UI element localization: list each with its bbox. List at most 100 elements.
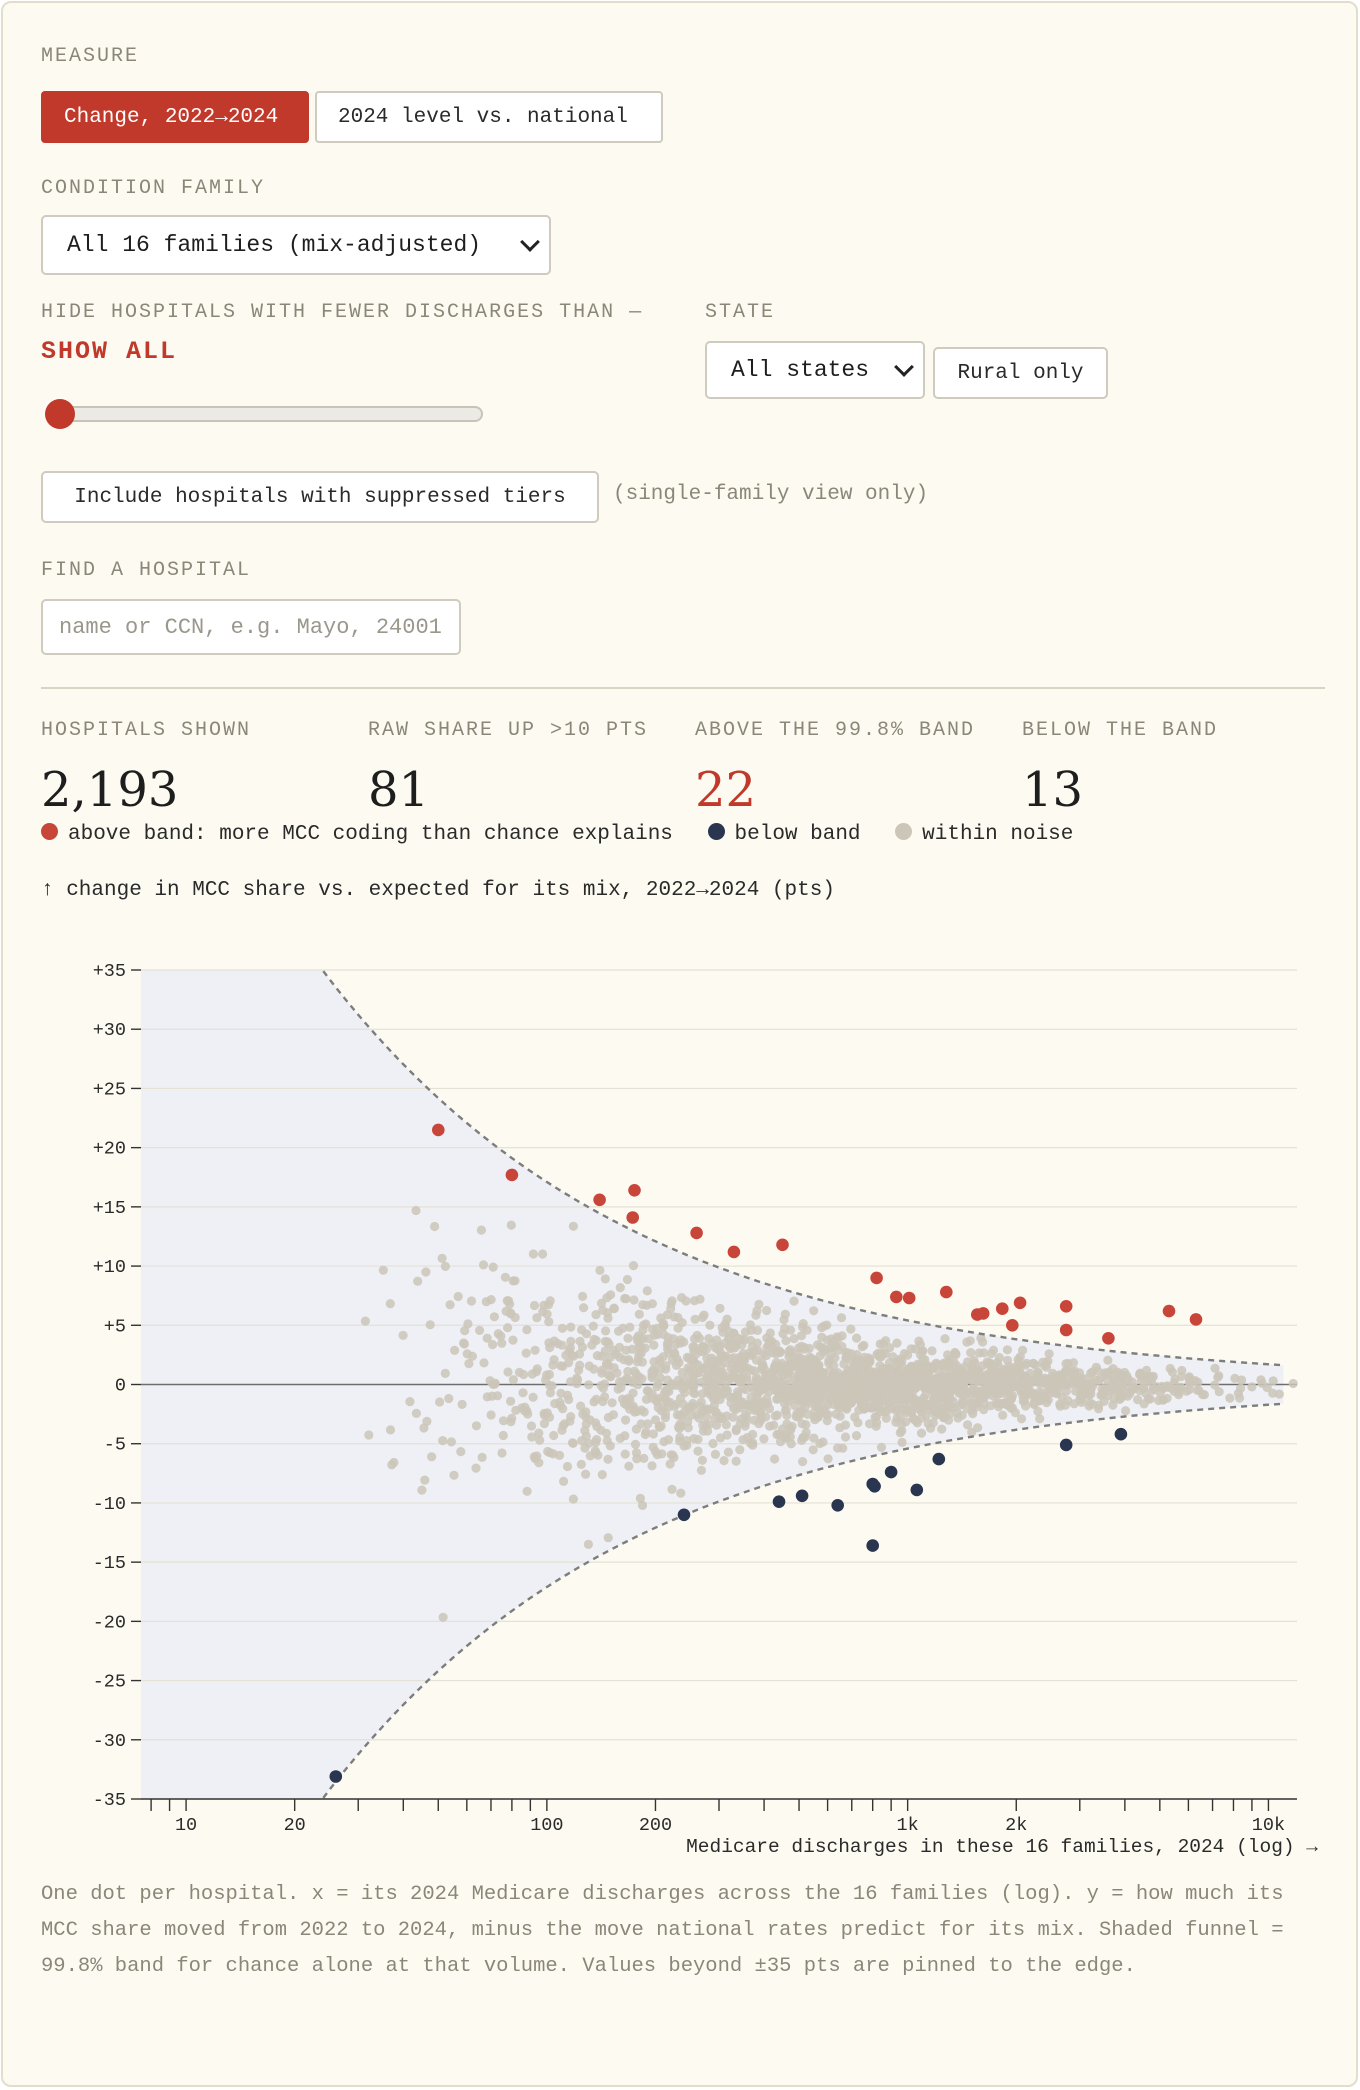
noise-point — [817, 1323, 827, 1333]
noise-point — [460, 1326, 470, 1336]
measure-change-button[interactable]: Change, 2022→2024 — [41, 91, 309, 143]
noise-point — [843, 1395, 853, 1405]
noise-point — [1192, 1385, 1202, 1395]
noise-point — [974, 1366, 984, 1377]
noise-point — [876, 1352, 886, 1362]
noise-point — [851, 1431, 862, 1441]
noise-point — [958, 1390, 968, 1400]
y-tick-label: -35 — [93, 1790, 126, 1811]
noise-point — [662, 1375, 673, 1385]
x-tick-label: 20 — [284, 1815, 306, 1836]
noise-point — [660, 1392, 670, 1402]
above-band-point — [432, 1123, 445, 1137]
noise-point — [937, 1424, 947, 1434]
y-tick-label: 0 — [115, 1376, 126, 1397]
condition-family-value: All 16 families (mix-adjusted) — [67, 232, 482, 258]
noise-point — [708, 1438, 718, 1449]
noise-point — [735, 1352, 745, 1362]
noise-point — [800, 1432, 810, 1442]
noise-point — [600, 1274, 610, 1284]
y-tick-label: -20 — [93, 1612, 126, 1633]
stat-value: 81 — [368, 762, 430, 818]
noise-point — [568, 1494, 579, 1504]
noise-point — [476, 1225, 486, 1235]
noise-point — [784, 1387, 794, 1397]
noise-point — [865, 1419, 875, 1429]
noise-point — [539, 1408, 549, 1419]
noise-point — [952, 1408, 963, 1418]
noise-point — [385, 1425, 396, 1435]
x-tick-label: 200 — [639, 1815, 672, 1836]
noise-point — [544, 1300, 554, 1310]
noise-point — [709, 1379, 720, 1389]
noise-point — [698, 1341, 709, 1351]
noise-point — [966, 1348, 976, 1358]
noise-point — [863, 1368, 873, 1378]
noise-point — [647, 1299, 658, 1309]
noise-point — [803, 1409, 813, 1419]
divider — [41, 687, 1325, 689]
noise-point — [1087, 1367, 1097, 1377]
noise-point — [583, 1539, 594, 1549]
chart-caption: One dot per hospital. x = its 2024 Medic… — [41, 1883, 1284, 1978]
noise-point — [752, 1325, 763, 1335]
measure-level-button[interactable]: 2024 level vs. national — [315, 91, 663, 143]
noise-point — [538, 1249, 548, 1259]
min-discharges-slider-thumb[interactable] — [45, 399, 75, 429]
noise-point — [666, 1298, 676, 1309]
noise-point — [897, 1437, 907, 1447]
noise-point — [690, 1314, 700, 1324]
above-band-point — [1059, 1300, 1073, 1313]
noise-point — [903, 1350, 913, 1360]
noise-point — [747, 1382, 757, 1392]
noise-point — [522, 1325, 532, 1335]
noise-point — [1002, 1345, 1013, 1355]
noise-point — [836, 1313, 847, 1323]
noise-point — [809, 1433, 819, 1443]
noise-point — [477, 1452, 487, 1462]
noise-point — [526, 1421, 537, 1431]
above-band-point — [776, 1238, 789, 1252]
noise-point — [364, 1430, 374, 1440]
noise-point — [736, 1376, 747, 1386]
state-select[interactable]: All states — [705, 341, 925, 399]
noise-point — [624, 1355, 634, 1365]
noise-point — [916, 1428, 927, 1438]
noise-point — [622, 1274, 633, 1285]
noise-point — [786, 1425, 796, 1435]
noise-point — [774, 1346, 784, 1356]
above-band-point — [690, 1226, 703, 1240]
noise-point — [580, 1426, 590, 1436]
noise-point — [658, 1318, 668, 1328]
noise-point — [1184, 1372, 1194, 1382]
noise-point — [652, 1382, 662, 1392]
noise-point — [1169, 1386, 1179, 1396]
legend-item-noise: within noise — [895, 823, 1073, 846]
noise-point — [1033, 1367, 1043, 1378]
noise-point — [587, 1340, 597, 1350]
y-tick-label: +5 — [104, 1316, 126, 1337]
noise-point — [592, 1351, 603, 1361]
noise-point — [949, 1381, 960, 1391]
hospital-search-input[interactable] — [41, 599, 461, 655]
noise-point — [1021, 1401, 1031, 1411]
condition-family-select[interactable]: All 16 families (mix-adjusted) — [41, 215, 551, 275]
noise-point — [1021, 1372, 1031, 1382]
noise-point — [827, 1342, 838, 1353]
scatter-chart: +35 +30 +25 +20 +15 +10 +5 0 -5 -10 -15 -20 -25 -30 -3… — [93, 961, 1319, 1858]
noise-point — [581, 1469, 591, 1479]
noise-point — [578, 1409, 588, 1419]
rural-only-button[interactable]: Rural only — [933, 347, 1108, 399]
noise-point — [875, 1339, 885, 1349]
noise-point — [673, 1422, 684, 1432]
navy-dot-icon — [707, 823, 725, 840]
noise-point — [523, 1409, 533, 1419]
noise-point — [735, 1364, 745, 1374]
noise-point — [1035, 1414, 1045, 1424]
above-band-point — [505, 1168, 519, 1182]
noise-point — [921, 1410, 932, 1420]
noise-point — [824, 1355, 834, 1365]
include-suppressed-button[interactable]: Include hospitals with suppressed tiers — [41, 471, 599, 523]
noise-point — [1070, 1366, 1080, 1376]
noise-point — [1079, 1385, 1089, 1395]
